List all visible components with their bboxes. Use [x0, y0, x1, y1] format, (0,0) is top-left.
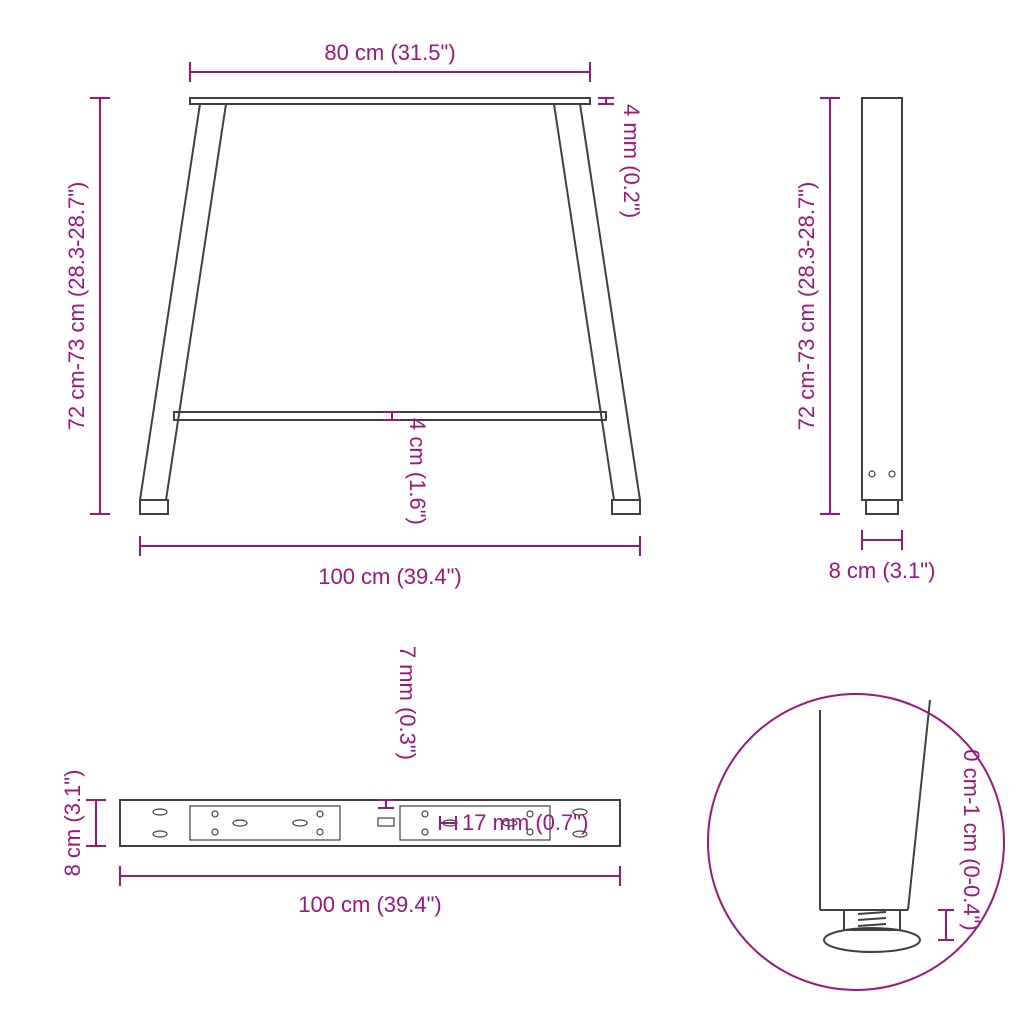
dim-plan-width: 100 cm (39.4")	[298, 892, 442, 917]
dim-main-height: 72 cm-73 cm (28.3-28.7")	[64, 182, 89, 431]
top-plan-view: 8 cm (3.1") 7 mm (0.3") 17 mm (0.7") 100…	[60, 646, 620, 917]
dim-adjust-range: 0 cm-1 cm (0-0.4")	[959, 749, 984, 930]
main-front-view: 80 cm (31.5") 4 mm (0.2") 72 cm-73 cm (2…	[64, 40, 644, 589]
dimension-diagram: 80 cm (31.5") 4 mm (0.2") 72 cm-73 cm (2…	[0, 0, 1024, 1024]
dim-side-height: 72 cm-73 cm (28.3-28.7")	[794, 182, 819, 431]
dim-plan-height: 8 cm (3.1")	[60, 770, 85, 877]
dim-top-thickness: 4 mm (0.2")	[619, 104, 644, 218]
dim-crossbar: 4 cm (1.6")	[405, 418, 430, 525]
dim-top-width: 80 cm (31.5")	[324, 40, 455, 65]
dim-slot-height: 7 mm (0.3")	[395, 646, 420, 760]
dim-slot-width: 17 mm (0.7")	[462, 810, 588, 835]
side-view: 72 cm-73 cm (28.3-28.7") 8 cm (3.1")	[794, 98, 935, 583]
detail-view: 0 cm-1 cm (0-0.4")	[708, 694, 1004, 990]
dim-side-width: 8 cm (3.1")	[829, 558, 936, 583]
dim-bottom-width: 100 cm (39.4")	[318, 564, 462, 589]
